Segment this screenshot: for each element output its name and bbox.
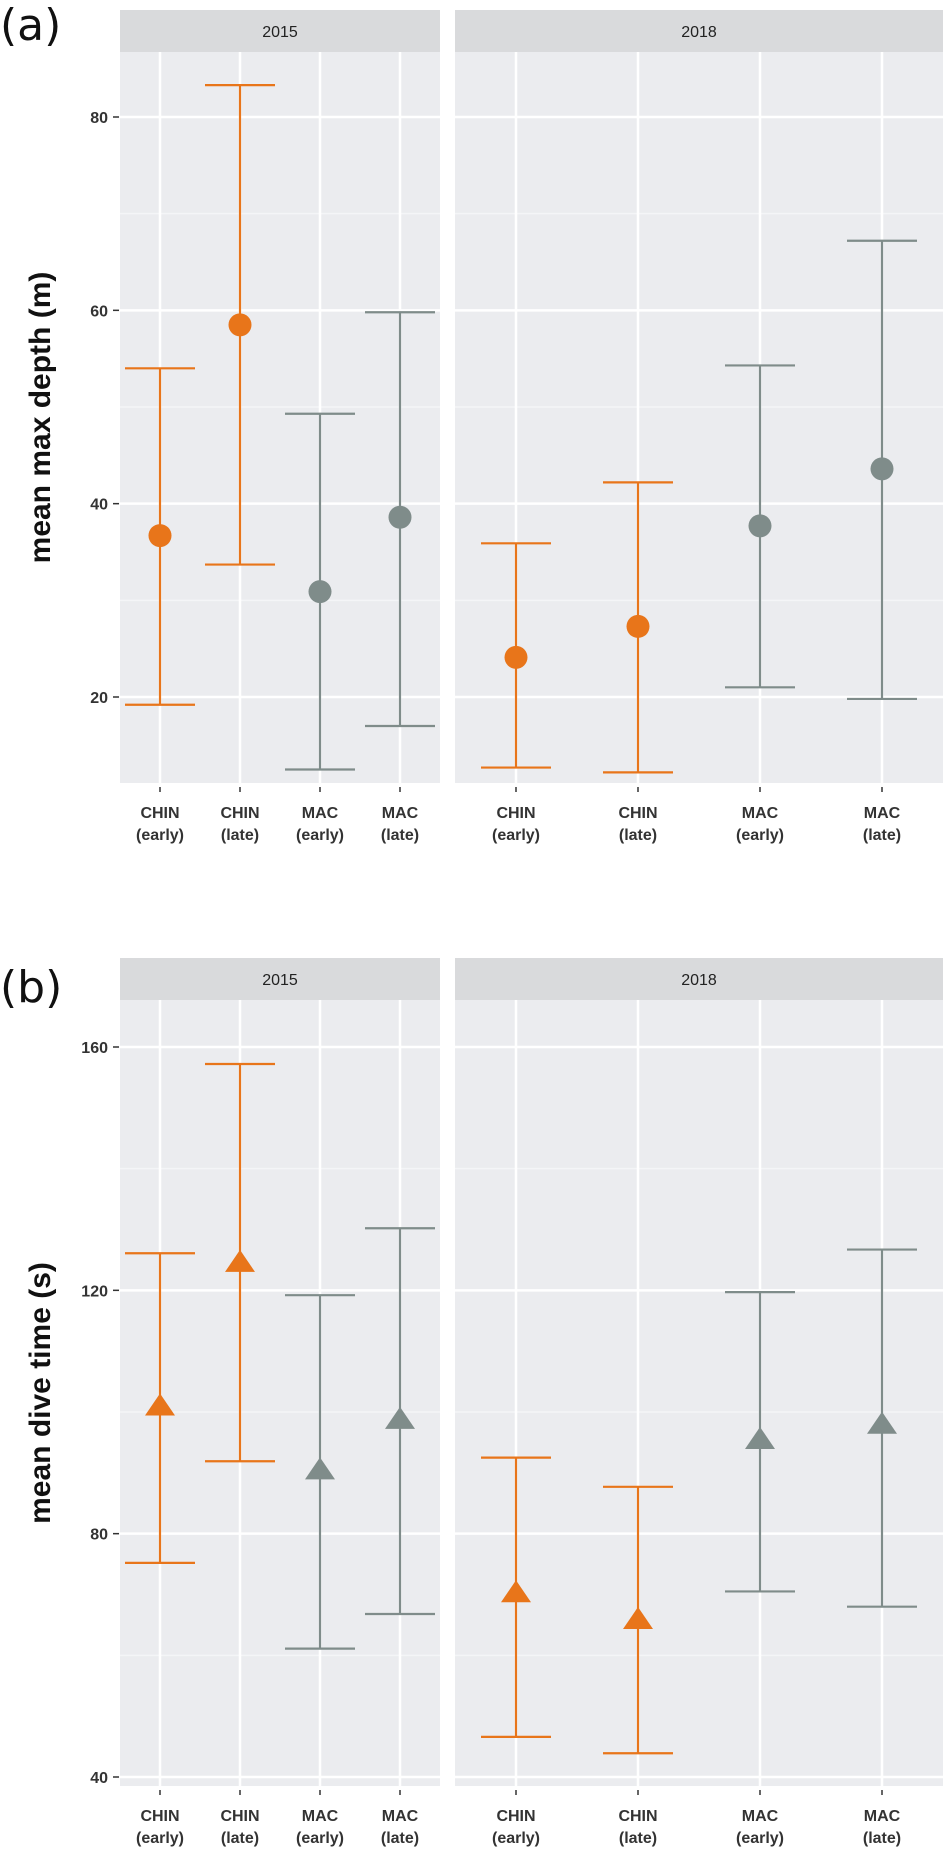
mean-point [867,1411,897,1434]
panel-label: (a) [0,0,61,51]
errorbar-group [365,311,435,728]
mean-point [626,614,650,638]
x-tick-label: CHIN [618,805,657,822]
y-axis-label: mean max depth (m) [24,272,57,564]
facet-strip [455,958,943,1000]
x-tick-sublabel: (late) [863,827,901,844]
x-tick-sublabel: (late) [619,1830,657,1847]
y-tick-label: 20 [90,690,108,707]
x-tick-sublabel: (early) [492,1830,540,1847]
x-tick-label: MAC [742,805,779,822]
x-tick-sublabel: (early) [136,1830,184,1847]
errorbar-group [285,1294,355,1650]
mean-point [225,1249,255,1272]
x-tick-sublabel: (late) [863,1830,901,1847]
facet-2018: 2018 CHIN (early) CHIN (late) MAC (early) MAC (l… [455,10,943,844]
x-tick-sublabel: (late) [221,1830,259,1847]
facet-title: 2018 [681,24,717,41]
plot-background [455,1000,943,1786]
errorbar-group [125,367,195,706]
x-tick-label: MAC [864,1808,901,1825]
mean-point [305,1457,335,1480]
facet-title: 2015 [262,972,298,989]
mean-point [148,524,172,548]
mean-point [388,505,412,529]
y-tick-label: 80 [90,110,108,127]
facet-2018: 2018 CHIN (early) CHIN (late) MAC (early) MAC (l… [455,958,943,1847]
y-tick-label: 60 [90,303,108,320]
facet-strip [120,10,440,52]
mean-point [870,457,894,481]
x-tick-sublabel: (early) [736,827,784,844]
plot-background [455,52,943,783]
x-tick-sublabel: (early) [736,1830,784,1847]
chart-panel-a: (a) mean max depth (m) 20 40 60 80 2015 CHIN (ea… [0,0,943,844]
y-tick-label: 40 [90,497,108,514]
y-tick-label: 160 [81,1040,108,1057]
mean-point [748,514,772,538]
x-tick-sublabel: (late) [221,827,259,844]
errorbar-group [481,542,551,769]
facet-title: 2018 [681,972,717,989]
y-tick-label: 80 [90,1527,108,1544]
facet-2015: 2015 CHIN (early) CHIN (late) MAC (early) MAC (l… [120,958,440,1847]
errorbar-group [481,1456,551,1738]
y-tick-label: 120 [81,1283,108,1300]
x-tick-label: CHIN [140,805,179,822]
errorbar-group [285,412,355,771]
plot-background [120,1000,440,1786]
x-tick-sublabel: (late) [381,827,419,844]
y-tick-label: 40 [90,1770,108,1787]
x-tick-sublabel: (late) [619,827,657,844]
x-tick-sublabel: (early) [492,827,540,844]
mean-point [385,1406,415,1429]
x-tick-label: CHIN [140,1808,179,1825]
x-tick-sublabel: (early) [296,1830,344,1847]
errorbar-group [125,1252,195,1564]
mean-point [308,580,332,604]
x-tick-label: CHIN [618,1808,657,1825]
facet-strip [120,958,440,1000]
errorbar-group [847,239,917,701]
x-tick-sublabel: (early) [136,827,184,844]
x-tick-label: MAC [302,1808,339,1825]
x-tick-sublabel: (early) [296,827,344,844]
facet-strip [455,10,943,52]
x-tick-label: CHIN [220,805,259,822]
errorbar-group [205,1062,275,1463]
x-tick-label: MAC [742,1808,779,1825]
errorbar-group [205,83,275,566]
errorbar-group [365,1227,435,1616]
x-tick-label: MAC [382,805,419,822]
chart-panel-b: (b) mean dive time (s) 40 80 120 160 2015 CHIN (… [0,958,943,1847]
x-tick-label: MAC [302,805,339,822]
mean-point [504,645,528,669]
x-tick-label: CHIN [220,1808,259,1825]
mean-point [501,1580,531,1603]
mean-point [145,1393,175,1416]
errorbar-group [725,1291,795,1593]
errorbar-group [603,1485,673,1755]
mean-point [623,1607,653,1630]
errorbar-group [725,364,795,689]
y-axis-label: mean dive time (s) [24,1262,57,1524]
facet-2015: 2015 CHIN (early) CHIN (late) MAC (early) MAC (l… [120,10,440,844]
plot-background [120,52,440,783]
errorbar-group [847,1248,917,1608]
errorbar-group [603,481,673,774]
facet-title: 2015 [262,24,298,41]
x-tick-sublabel: (late) [381,1830,419,1847]
mean-point [228,313,252,337]
x-tick-label: CHIN [496,1808,535,1825]
panel-label: (b) [0,962,62,1013]
mean-point [745,1426,775,1449]
x-tick-label: CHIN [496,805,535,822]
x-tick-label: MAC [382,1808,419,1825]
x-tick-label: MAC [864,805,901,822]
